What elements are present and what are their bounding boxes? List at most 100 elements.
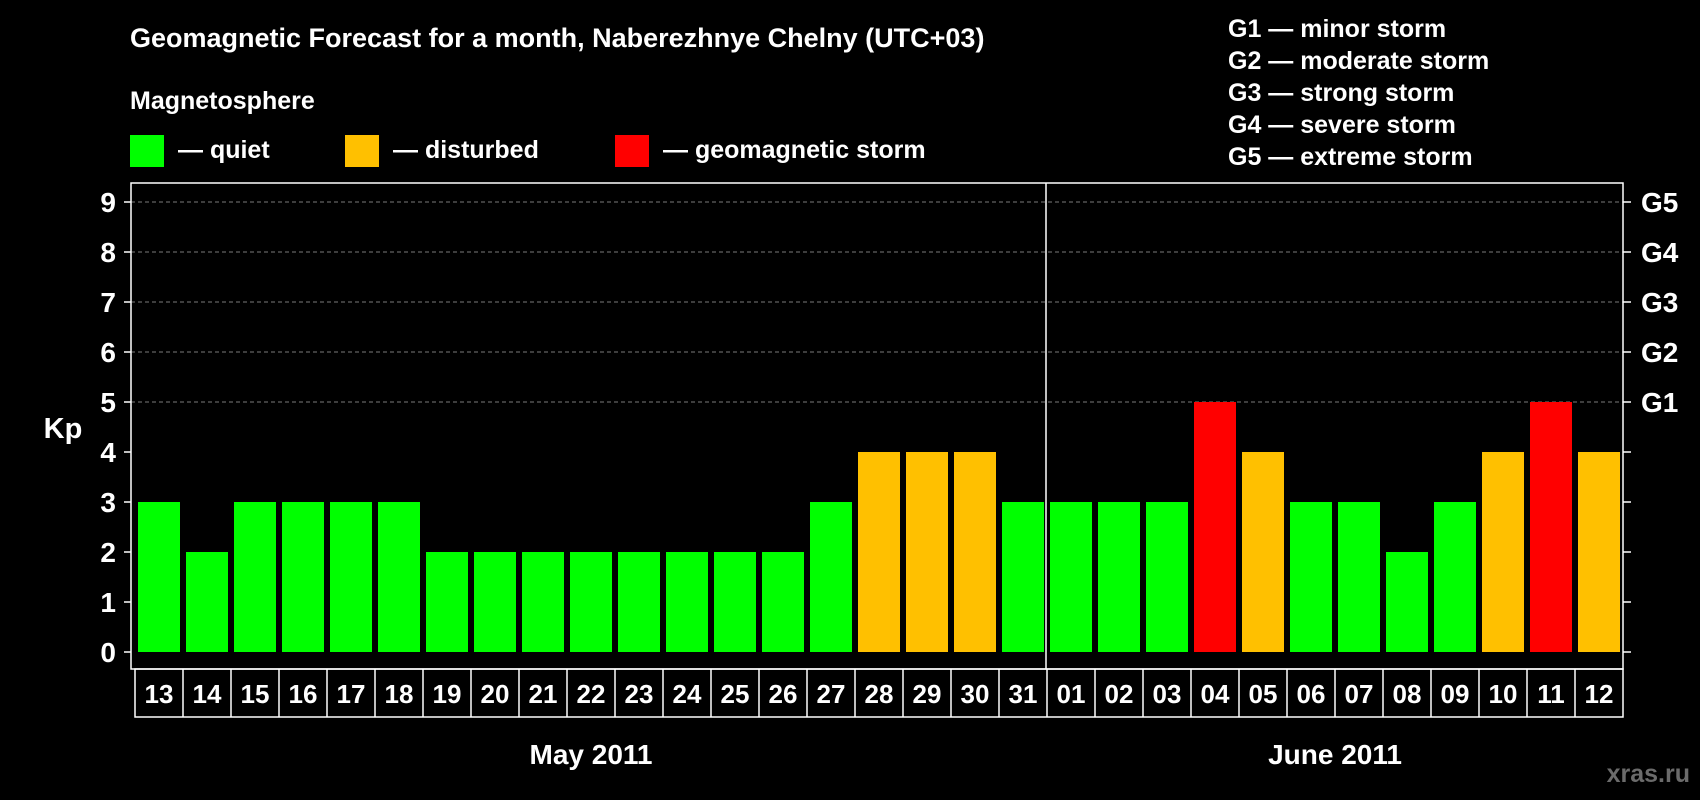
bar-quiet — [234, 502, 276, 652]
bar-quiet — [1290, 502, 1332, 652]
bar-quiet — [1098, 502, 1140, 652]
bar-quiet — [810, 502, 852, 652]
bars — [138, 183, 1620, 669]
legend-title: Magnetosphere — [130, 87, 315, 115]
watermark: xras.ru — [1607, 760, 1690, 788]
bar-quiet — [1146, 502, 1188, 652]
x-tick-label: 18 — [385, 679, 414, 709]
bar-quiet — [426, 552, 468, 652]
bar-quiet — [1050, 502, 1092, 652]
x-tick-label: 10 — [1489, 679, 1518, 709]
y-tick-label: 4 — [100, 437, 116, 468]
x-tick-label: 29 — [913, 679, 942, 709]
x-tick-label: 09 — [1441, 679, 1470, 709]
x-tick-label: 30 — [961, 679, 990, 709]
legend: — quiet — disturbed — geomagnetic storm — [130, 135, 926, 167]
storm-level-label: G3 — [1641, 287, 1678, 318]
bar-quiet — [330, 502, 372, 652]
month-labels: May 2011 June 2011 — [530, 739, 1402, 770]
x-tick-label: 27 — [817, 679, 846, 709]
bar-quiet — [714, 552, 756, 652]
chart-title: Geomagnetic Forecast for a month, Nabere… — [130, 23, 984, 53]
x-tick-label: 15 — [241, 679, 270, 709]
bar-quiet — [1338, 502, 1380, 652]
y-tick-label: 2 — [100, 537, 116, 568]
bar-quiet — [522, 552, 564, 652]
legend-swatch-quiet — [130, 135, 164, 167]
x-tick-label: 07 — [1345, 679, 1374, 709]
legend-label-storm: — geomagnetic storm — [663, 136, 926, 164]
bar-quiet — [762, 552, 804, 652]
storm-scale-item: G4 — severe storm — [1228, 111, 1456, 139]
x-tick-label: 16 — [289, 679, 318, 709]
x-tick-label: 04 — [1201, 679, 1230, 709]
x-tick-label: 28 — [865, 679, 894, 709]
y-tick-label: 9 — [100, 187, 116, 218]
storm-scale-legend: G1 — minor storm G2 — moderate storm G3 — … — [1228, 15, 1489, 171]
y-tick-label: 5 — [100, 387, 116, 418]
y-tick-label: 7 — [100, 287, 116, 318]
x-tick-label: 26 — [769, 679, 798, 709]
bar-disturbed — [1482, 452, 1524, 652]
bar-quiet — [282, 502, 324, 652]
x-tick-label: 31 — [1009, 679, 1038, 709]
legend-swatch-storm — [615, 135, 649, 167]
storm-level-label: G1 — [1641, 387, 1678, 418]
bar-quiet — [570, 552, 612, 652]
storm-level-label: G5 — [1641, 187, 1678, 218]
y-tick-label: 1 — [100, 587, 116, 618]
x-tick-label: 17 — [337, 679, 366, 709]
x-tick-label: 05 — [1249, 679, 1278, 709]
storm-scale-item: G2 — moderate storm — [1228, 47, 1489, 75]
x-tick-label: 21 — [529, 679, 558, 709]
month-label: May 2011 — [530, 739, 653, 770]
x-tick-label: 01 — [1057, 679, 1086, 709]
y-tick-label: 0 — [100, 637, 116, 668]
x-tick-label: 08 — [1393, 679, 1422, 709]
x-tick-label: 03 — [1153, 679, 1182, 709]
x-tick-label: 02 — [1105, 679, 1134, 709]
bar-quiet — [1434, 502, 1476, 652]
x-tick-label: 25 — [721, 679, 750, 709]
bar-disturbed — [906, 452, 948, 652]
bar-quiet — [186, 552, 228, 652]
bar-quiet — [618, 552, 660, 652]
storm-scale-item: G1 — minor storm — [1228, 15, 1446, 43]
x-tick-label: 14 — [193, 679, 222, 709]
month-label: June 2011 — [1268, 739, 1402, 770]
x-tick-label: 19 — [433, 679, 462, 709]
x-tick-label: 24 — [673, 679, 702, 709]
bar-quiet — [474, 552, 516, 652]
y-axis: 0 1 2 3 4 5 6 7 8 9 — [100, 187, 131, 668]
y-tick-label: 8 — [100, 237, 116, 268]
x-tick-label: 13 — [145, 679, 174, 709]
legend-label-disturbed: — disturbed — [393, 136, 539, 164]
storm-level-label: G4 — [1641, 237, 1679, 268]
bar-quiet — [138, 502, 180, 652]
y-tick-label: 3 — [100, 487, 116, 518]
legend-label-quiet: — quiet — [178, 136, 270, 164]
storm-scale-item: G3 — strong storm — [1228, 79, 1454, 107]
grid-lines — [131, 201, 1623, 403]
x-tick-label: 20 — [481, 679, 510, 709]
bar-storm — [1194, 402, 1236, 652]
legend-swatch-disturbed — [345, 135, 379, 167]
storm-level-label: G2 — [1641, 337, 1678, 368]
bar-disturbed — [954, 452, 996, 652]
bar-disturbed — [1578, 452, 1620, 652]
date-row-frame — [134, 668, 1624, 718]
bar-quiet — [666, 552, 708, 652]
x-axis: 13 14 15 16 17 18 19 20 21 22 23 24 25 26 27 28 29 30 31 01… — [134, 668, 1624, 718]
storm-scale-item: G5 — extreme storm — [1228, 143, 1473, 171]
x-tick-label: 23 — [625, 679, 654, 709]
x-tick-label: 06 — [1297, 679, 1326, 709]
bar-disturbed — [1242, 452, 1284, 652]
y-axis-label: Kp — [44, 413, 83, 445]
bar-quiet — [1386, 552, 1428, 652]
x-tick-label: 12 — [1585, 679, 1614, 709]
y-tick-label: 6 — [100, 337, 116, 368]
x-tick-label: 22 — [577, 679, 606, 709]
bar-quiet — [1002, 502, 1044, 652]
x-tick-label: 11 — [1537, 679, 1565, 709]
